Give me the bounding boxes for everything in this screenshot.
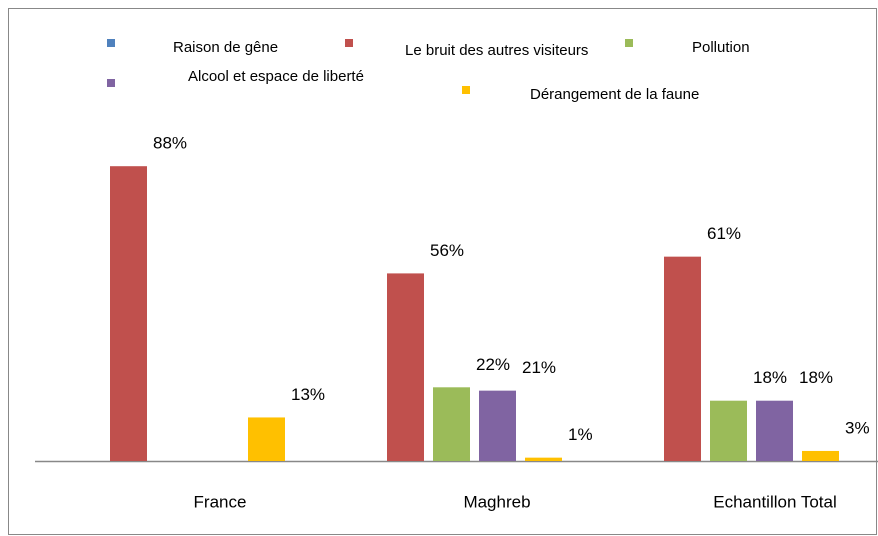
legend-swatch — [462, 86, 470, 94]
bar — [110, 166, 147, 461]
legend-swatch — [107, 39, 115, 47]
bar — [387, 273, 424, 461]
data-label: 21% — [522, 358, 556, 377]
legend-label: Pollution — [692, 39, 750, 56]
data-label: 88% — [153, 134, 187, 153]
data-label: 1% — [568, 425, 593, 444]
data-label: 22% — [476, 355, 510, 374]
data-label: 13% — [291, 385, 325, 404]
legend-swatch — [625, 39, 633, 47]
bar — [802, 450, 839, 461]
bar — [248, 417, 285, 461]
x-tick-label: Echantillon Total — [713, 492, 837, 511]
bar — [479, 390, 516, 461]
legend-label: Raison de gêne — [173, 39, 278, 56]
data-label: 56% — [430, 241, 464, 260]
bar — [710, 400, 747, 461]
data-label: 61% — [707, 224, 741, 243]
legend-label: Alcool et espace de liberté — [188, 68, 364, 85]
legend-label: Dérangement de la faune — [530, 86, 699, 103]
x-tick-label: Maghreb — [463, 492, 530, 511]
data-label: 3% — [845, 418, 870, 437]
bar — [756, 400, 793, 461]
data-label: 18% — [799, 368, 833, 387]
legend-label: Le bruit des autres visiteurs — [405, 42, 588, 59]
legend-swatch — [107, 79, 115, 87]
x-tick-label: France — [194, 492, 247, 511]
legend-swatch — [345, 39, 353, 47]
bar — [664, 256, 701, 461]
bar — [433, 387, 470, 461]
bar — [525, 457, 562, 461]
data-label: 18% — [753, 368, 787, 387]
